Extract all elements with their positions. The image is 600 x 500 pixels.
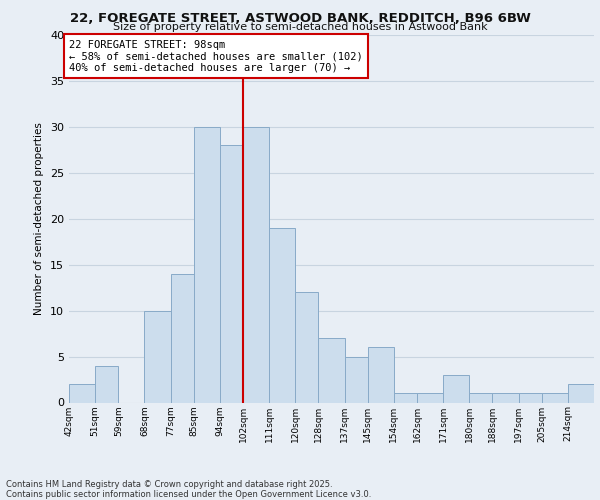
- Text: 22, FOREGATE STREET, ASTWOOD BANK, REDDITCH, B96 6BW: 22, FOREGATE STREET, ASTWOOD BANK, REDDI…: [70, 12, 530, 24]
- Bar: [220, 146, 243, 402]
- Text: Contains HM Land Registry data © Crown copyright and database right 2025.
Contai: Contains HM Land Registry data © Crown c…: [6, 480, 371, 499]
- Bar: [344, 356, 368, 403]
- Bar: [269, 228, 295, 402]
- Text: Size of property relative to semi-detached houses in Astwood Bank: Size of property relative to semi-detach…: [113, 22, 487, 32]
- Bar: [170, 274, 194, 402]
- Bar: [243, 127, 269, 402]
- Bar: [368, 348, 394, 403]
- Bar: [542, 394, 568, 402]
- Bar: [493, 394, 518, 402]
- Bar: [518, 394, 542, 402]
- Bar: [95, 366, 118, 403]
- Bar: [295, 292, 319, 403]
- Bar: [568, 384, 594, 402]
- Bar: [469, 394, 493, 402]
- Bar: [69, 384, 95, 402]
- Bar: [194, 127, 220, 402]
- Text: 22 FOREGATE STREET: 98sqm
← 58% of semi-detached houses are smaller (102)
40% of: 22 FOREGATE STREET: 98sqm ← 58% of semi-…: [69, 40, 363, 73]
- Bar: [145, 310, 170, 402]
- Bar: [417, 394, 443, 402]
- Bar: [319, 338, 344, 402]
- Bar: [394, 394, 417, 402]
- Bar: [443, 375, 469, 402]
- Y-axis label: Number of semi-detached properties: Number of semi-detached properties: [34, 122, 44, 315]
